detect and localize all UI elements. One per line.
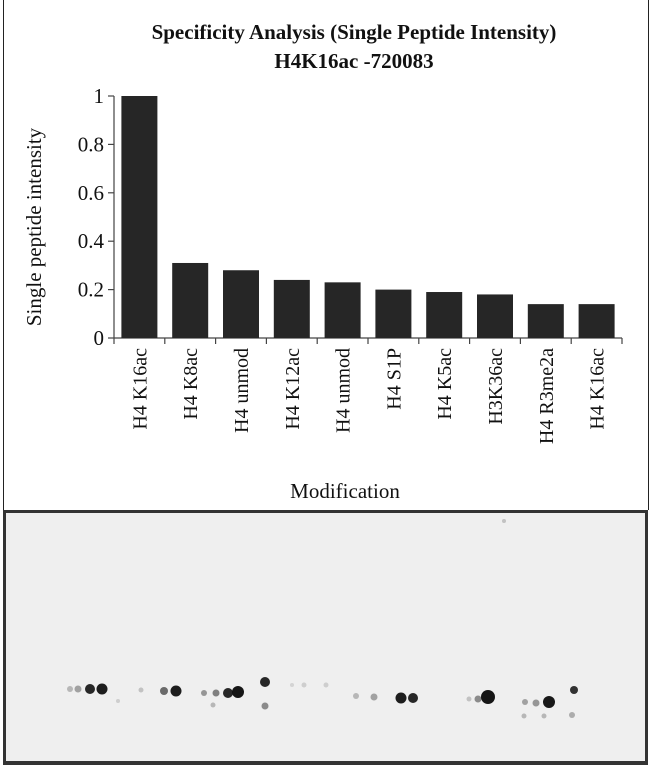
x-tick-label: H4 K5ac (434, 348, 456, 420)
blot-spot (521, 713, 527, 719)
blot-image (67, 519, 578, 719)
blot-spot (522, 699, 528, 705)
x-axis-label: Modification (290, 479, 400, 503)
chart-panel: Specificity Analysis (Single Peptide Int… (3, 0, 649, 510)
bar (223, 270, 259, 338)
blot-spot (466, 696, 472, 702)
blot-spot (261, 702, 269, 710)
blot-spot (532, 699, 540, 707)
y-tick-label: 0 (94, 326, 105, 350)
y-axis-label: Single peptide intensity (22, 127, 46, 326)
peptide-array-blot (3, 510, 648, 765)
blot-spot (290, 683, 294, 687)
y-tick-label: 1 (94, 84, 105, 108)
y-tick-label: 0.8 (78, 132, 104, 156)
y-tick-label: 0.4 (78, 229, 105, 253)
bar (324, 282, 361, 338)
bar-chart: 0 0.2 0.4 0.6 0.8 1 H4 K16ac H4 K8ac H4 unmod H4 … (22, 84, 623, 503)
blot-spot (260, 677, 270, 687)
blot-spot (138, 687, 144, 693)
blot-spot (74, 685, 82, 693)
blot-spot (370, 693, 378, 701)
blot-spot (474, 695, 482, 703)
x-tick-label: H4 S1P (383, 348, 405, 410)
blot-spot (541, 713, 547, 719)
y-tick-label: 0.6 (78, 181, 104, 205)
blot-spot (67, 686, 73, 692)
blot-spot (353, 693, 359, 699)
blot-spot (301, 682, 307, 688)
blot-spot (96, 683, 108, 695)
x-tick-label: H4 K8ac (180, 348, 202, 420)
blot-spot (85, 684, 95, 694)
blot-spot (210, 702, 216, 708)
blot-spot (395, 692, 407, 704)
y-tick-label: 0.2 (78, 278, 104, 302)
bar (477, 294, 513, 338)
bar (527, 304, 564, 338)
x-tick-label: H4 K16ac (587, 348, 609, 430)
bar (426, 292, 463, 338)
blot-spot (502, 519, 506, 523)
x-tick-label: H4 unmod (333, 348, 355, 433)
blot-spot (201, 690, 207, 696)
blot-spot (408, 693, 418, 703)
blot-spot (160, 687, 168, 695)
blot-spot (569, 712, 575, 718)
blot-spot (170, 685, 182, 697)
blot-spot (323, 682, 329, 688)
blot-spot (232, 686, 244, 698)
bar (273, 279, 310, 338)
x-tick-label: H4 K16ac (129, 348, 151, 430)
blot-spot (116, 699, 120, 703)
bar (375, 289, 412, 338)
blot-spot (481, 690, 495, 704)
bar (172, 262, 209, 338)
bar (121, 96, 158, 338)
chart-subtitle: H4K16ac -720083 (274, 49, 434, 73)
chart-title: Specificity Analysis (Single Peptide Int… (151, 20, 557, 44)
blot-spot (212, 689, 220, 697)
x-tick-label: H4 R3me2a (536, 348, 558, 444)
blot-spot (543, 696, 555, 708)
bar (578, 304, 615, 338)
blot-spot (570, 686, 578, 694)
x-tick-label: H3K36ac (485, 348, 507, 425)
x-tick-label: H4 K12ac (282, 348, 304, 430)
x-tick-label: H4 unmod (231, 348, 253, 433)
blot-spot (223, 688, 233, 698)
